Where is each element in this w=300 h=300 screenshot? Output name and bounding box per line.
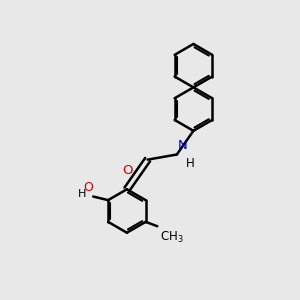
Text: H: H [78,189,86,200]
Text: O: O [123,164,133,177]
Text: O: O [83,181,93,194]
Text: H: H [186,157,195,169]
Text: N: N [178,139,188,152]
Text: CH$_3$: CH$_3$ [160,230,184,245]
